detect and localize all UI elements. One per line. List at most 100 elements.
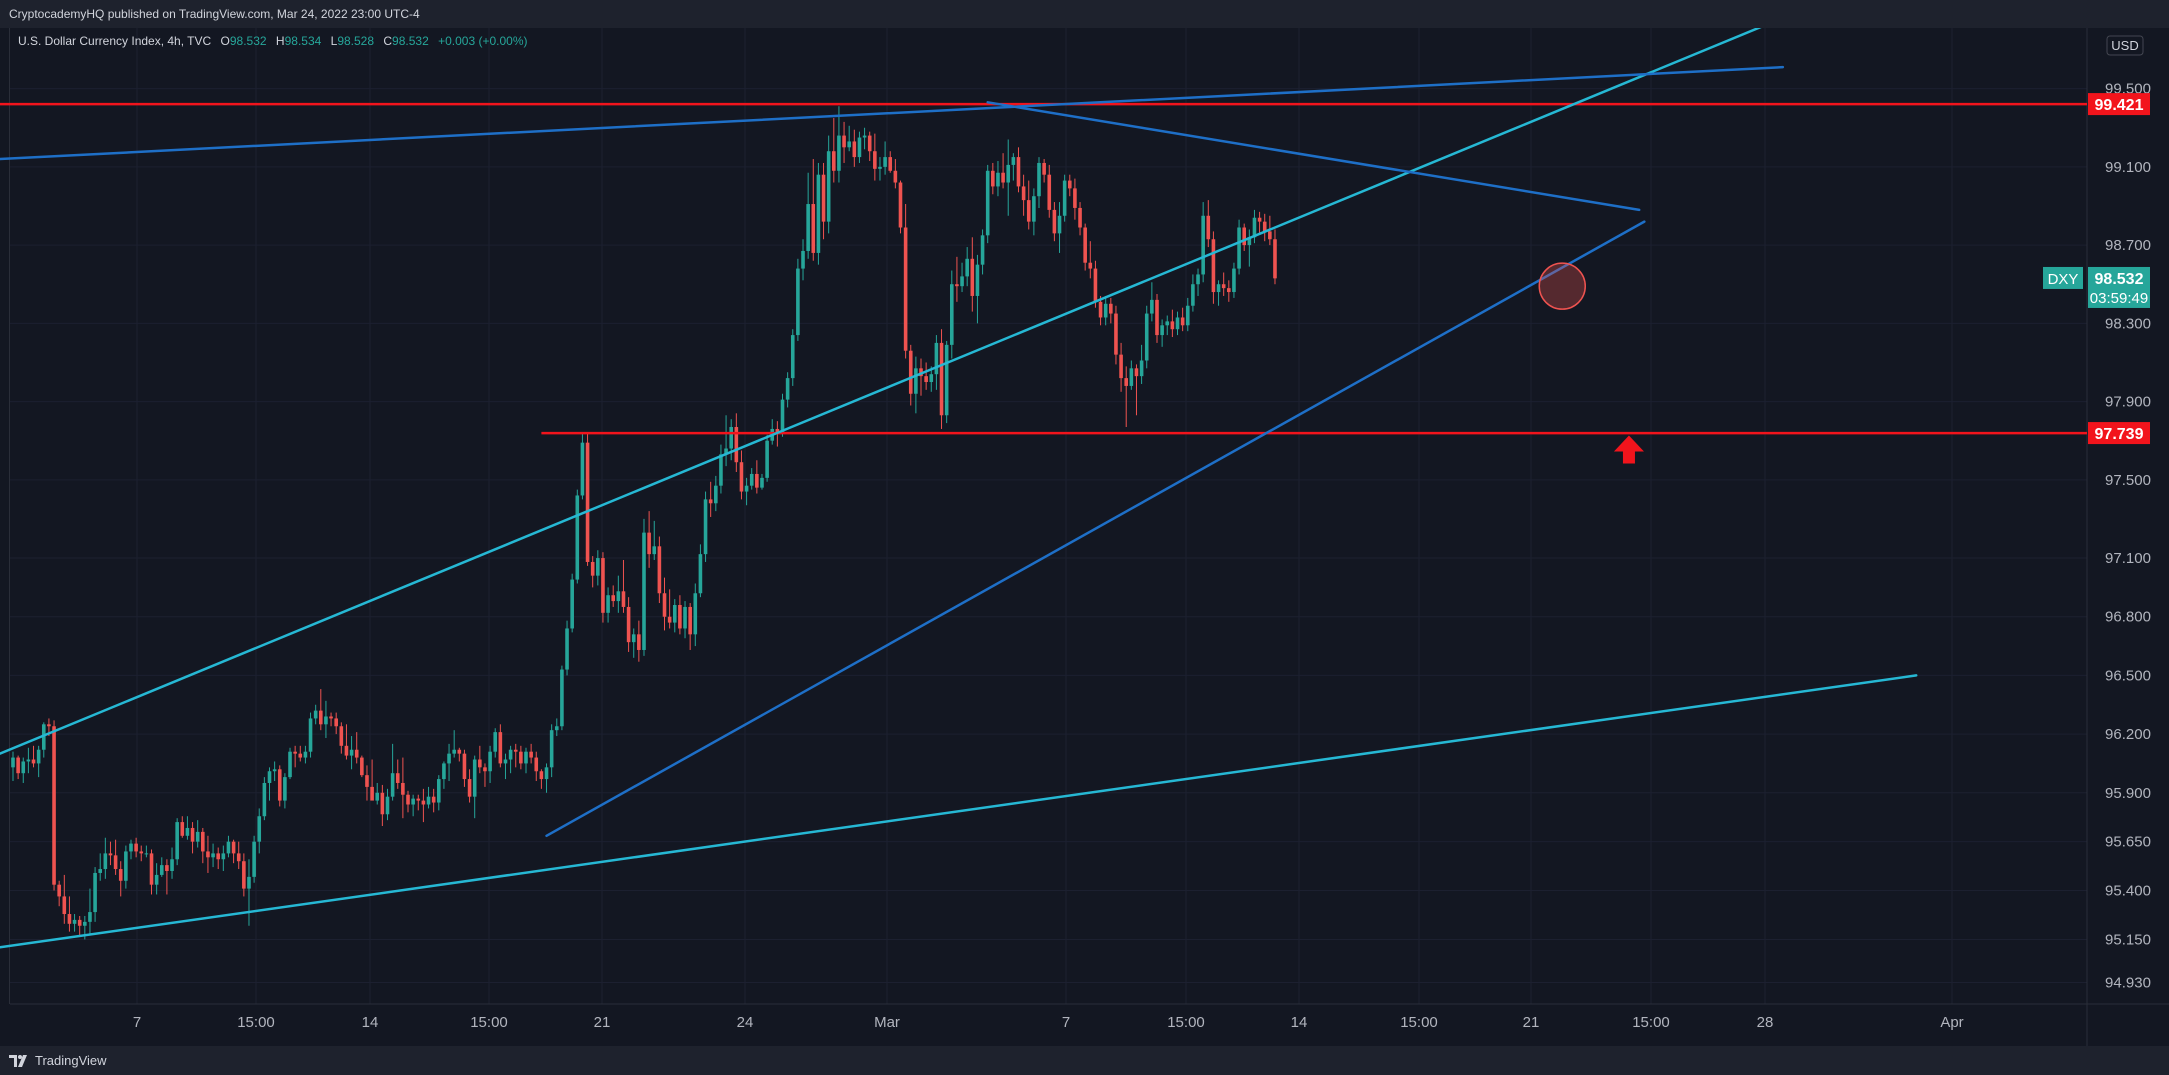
- candle-body: [1268, 231, 1272, 240]
- price-chart[interactable]: 99.50099.10098.70098.30097.90097.50097.1…: [0, 28, 2169, 1046]
- candle-body: [401, 782, 405, 795]
- candle-body: [549, 730, 554, 768]
- candle-body: [1247, 237, 1252, 246]
- price-label-box: [2088, 93, 2150, 116]
- candle-body: [211, 853, 215, 858]
- candle-body: [493, 732, 498, 752]
- currency-badge-box: [2106, 35, 2144, 56]
- candle-body: [960, 276, 964, 287]
- candle-body: [898, 182, 903, 228]
- candle-body: [693, 593, 698, 635]
- price-label-box: [2088, 266, 2150, 289]
- candle-body: [1206, 215, 1211, 240]
- candle-body: [570, 579, 574, 629]
- candle-body: [1016, 157, 1021, 187]
- candle-body: [426, 796, 431, 805]
- candle-body: [1114, 313, 1118, 355]
- time-tick-label: 28: [1757, 1014, 1774, 1031]
- candle-body: [924, 376, 928, 383]
- candle-body: [616, 591, 621, 602]
- candle-body: [652, 546, 657, 555]
- candle-body: [596, 558, 600, 576]
- candle-body: [108, 853, 113, 856]
- candle-body: [67, 914, 72, 924]
- candles: [11, 106, 1277, 940]
- candle-body: [837, 135, 841, 171]
- candle-body: [755, 473, 759, 488]
- low-value: 98.528: [337, 34, 374, 48]
- candle-body: [513, 749, 518, 752]
- candle-body: [1032, 196, 1036, 222]
- candle-body: [170, 859, 174, 871]
- candle-body: [1155, 299, 1159, 336]
- candle-body: [154, 874, 159, 885]
- candle-body: [975, 264, 980, 296]
- candle-body: [914, 368, 918, 394]
- candle-body: [349, 749, 354, 756]
- trend-lines[interactable]: [0, 28, 1918, 949]
- candle-body: [272, 769, 277, 772]
- tradingview-logo[interactable]: TradingView: [9, 1053, 107, 1068]
- candle-body: [478, 759, 482, 768]
- time-tick-label: 14: [362, 1014, 379, 1031]
- candle-body: [442, 763, 446, 780]
- candle-body: [703, 499, 708, 555]
- time-tick-label: 7: [1062, 1014, 1070, 1031]
- candle-body: [447, 753, 451, 764]
- price-tick-label: 97.500: [2105, 472, 2151, 489]
- highlight-circle: [1538, 262, 1587, 310]
- time-tick-label: 15:00: [470, 1014, 508, 1031]
- candle-body: [529, 751, 533, 758]
- currency-badge[interactable]: USD: [2106, 35, 2144, 56]
- candle-body: [77, 919, 82, 926]
- candle-body: [390, 773, 395, 797]
- candle-body: [580, 442, 585, 496]
- candle-body: [411, 798, 415, 805]
- candle-body: [560, 669, 564, 727]
- close-label: C: [383, 34, 392, 48]
- candle-body: [1185, 305, 1190, 326]
- time-tick-label: 24: [737, 1014, 754, 1031]
- candle-body: [637, 634, 641, 650]
- annotations[interactable]: [1538, 262, 1644, 464]
- candle-body: [267, 771, 272, 783]
- price-label-text: 98.532: [2095, 271, 2144, 288]
- candle-body: [298, 753, 303, 758]
- candle-body: [1083, 227, 1087, 263]
- candle-body: [457, 749, 462, 754]
- candle-body: [662, 593, 667, 617]
- candle-body: [590, 561, 595, 576]
- candle-body: [406, 794, 410, 805]
- price-tick-label: 98.700: [2105, 237, 2151, 254]
- time-tick-label: 15:00: [1632, 1014, 1670, 1031]
- candle-body: [1211, 239, 1216, 293]
- candle-body: [57, 884, 61, 897]
- candle-body: [380, 792, 385, 815]
- candle-body: [139, 851, 144, 854]
- time-tick-label: Mar: [874, 1014, 900, 1031]
- trend-line: [545, 220, 1646, 838]
- candle-body: [801, 250, 805, 269]
- time-tick-label: 7: [133, 1014, 141, 1031]
- symbol-legend[interactable]: U.S. Dollar Currency Index, 4h, TVC O98.…: [18, 34, 528, 48]
- trend-line: [0, 28, 1762, 755]
- candle-body: [231, 841, 236, 854]
- symbol-badge-text: DXY: [2048, 271, 2079, 288]
- price-label-box: [2088, 422, 2150, 445]
- candle-body: [1134, 368, 1139, 377]
- candle-body: [683, 606, 687, 629]
- candle-body: [1073, 188, 1077, 208]
- candle-body: [806, 204, 810, 251]
- candle-body: [421, 800, 426, 805]
- candle-body: [72, 919, 77, 924]
- price-tick-label: 94.930: [2105, 974, 2151, 991]
- candle-body: [985, 170, 990, 236]
- candle-body: [816, 174, 821, 253]
- candle-body: [944, 344, 949, 416]
- candle-body: [201, 831, 205, 852]
- candle-body: [31, 759, 36, 764]
- candle-body: [862, 135, 867, 138]
- candle-body: [1201, 215, 1205, 275]
- time-tick-label: 15:00: [237, 1014, 275, 1031]
- candle-body: [216, 853, 220, 860]
